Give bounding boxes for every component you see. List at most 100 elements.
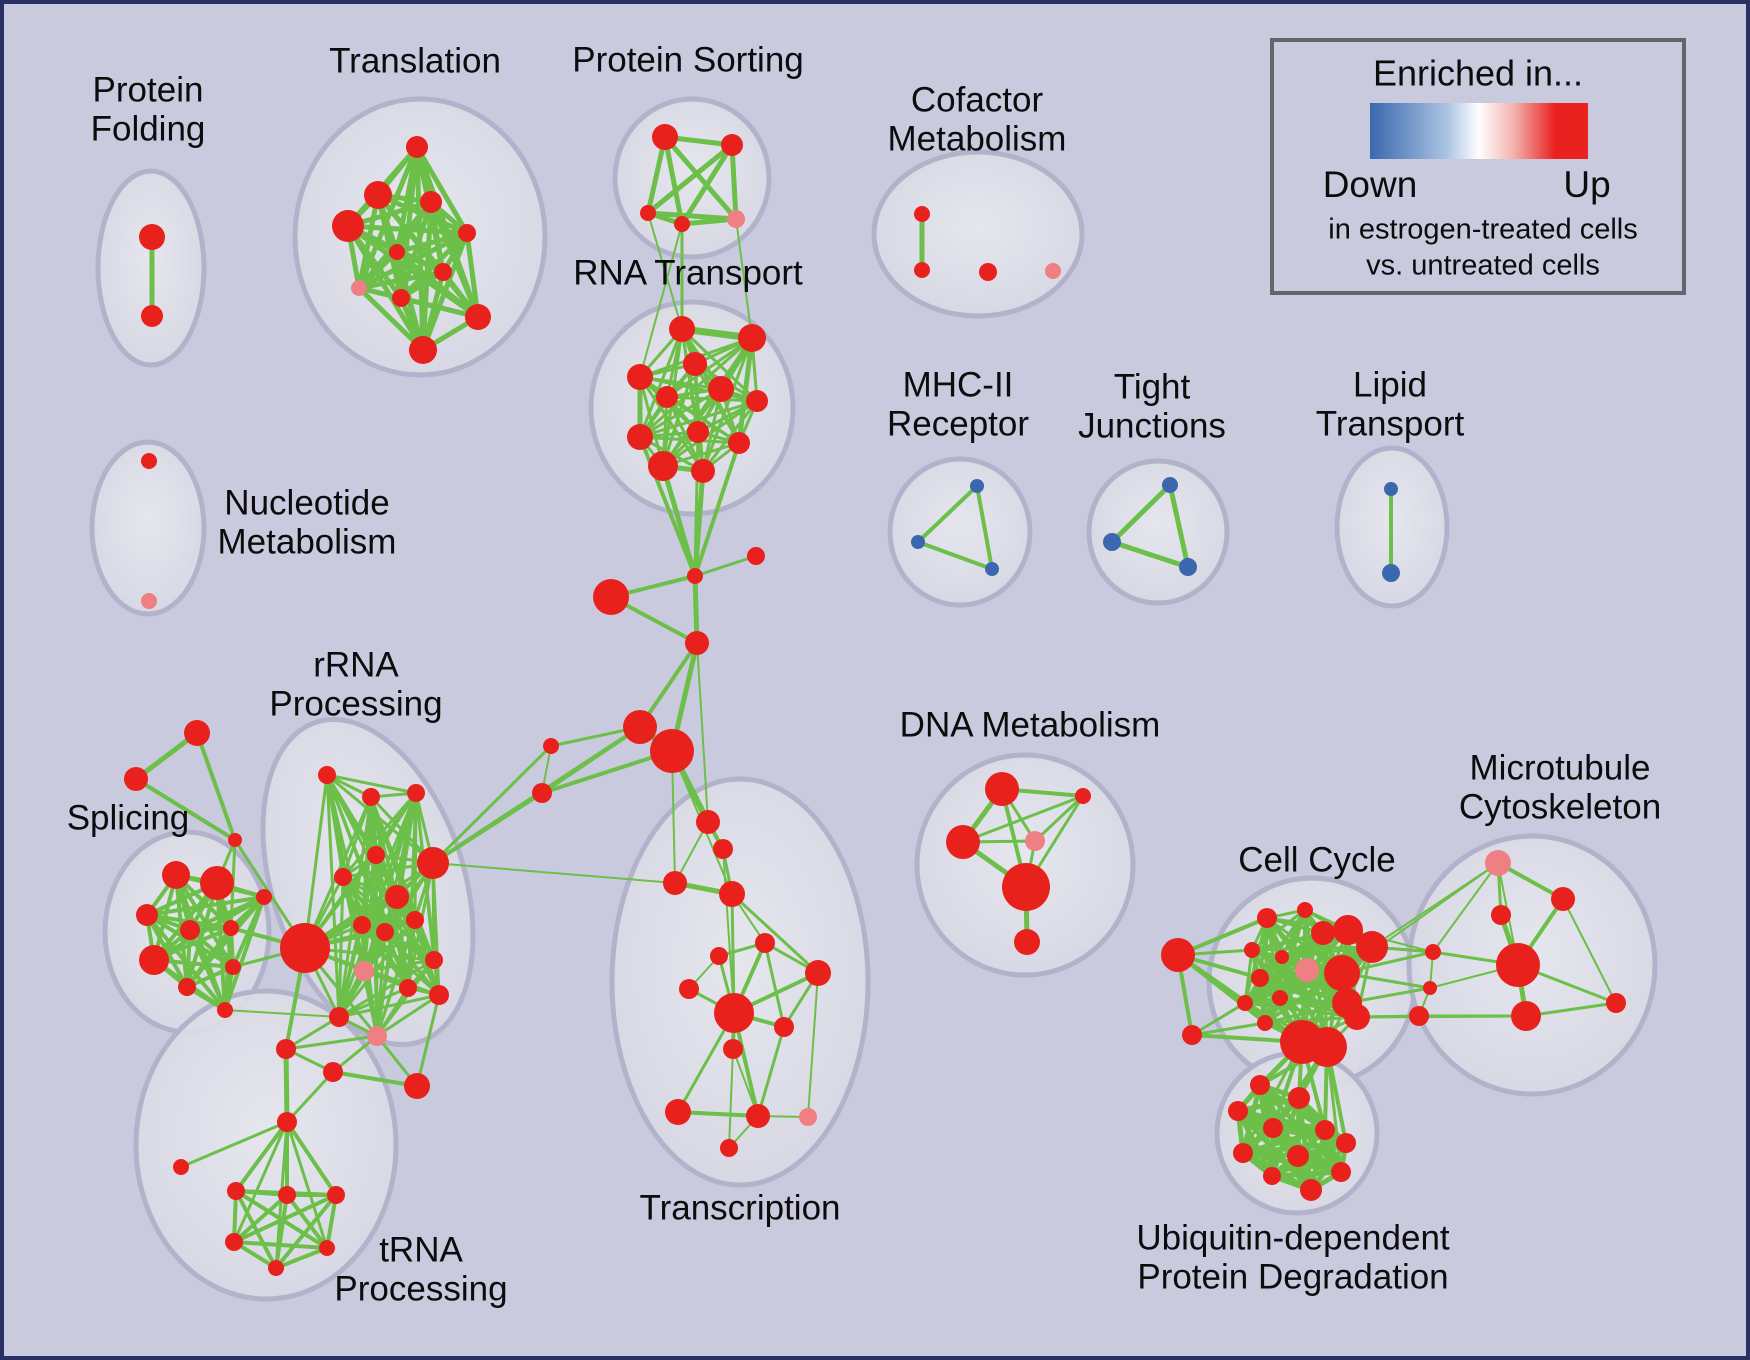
gene-set-node-t5 [458,224,476,242]
gene-set-node-cc15 [1324,955,1360,991]
gene-set-node-sp5 [223,920,239,936]
edge [303,773,329,950]
edge [639,223,683,378]
cluster-label-rrna-processing: Processing [269,684,442,723]
edge [679,142,735,227]
gene-set-node-t3 [420,191,442,213]
edge [638,399,759,439]
cluster-label-mhc-ii-receptor: Receptor [887,404,1029,443]
gene-set-node-m2 [911,535,925,549]
edge [274,1246,329,1270]
gene-set-node-cc6 [1333,915,1363,945]
gene-set-node-cf2 [914,262,930,278]
cluster-label-mhc-ii-receptor: MHC-II [903,365,1014,404]
gene-set-node-ub11 [1300,1179,1322,1201]
edge [662,134,685,227]
edge [701,387,723,473]
gene-set-node-rt8 [687,421,709,443]
edge [693,430,700,578]
gene-set-node-cc11 [1251,969,1269,987]
cluster-label-cell-cycle: Cell Cycle [1238,840,1396,879]
legend-subtitle-line1: in estrogen-treated cells [1328,214,1638,246]
gene-set-node-cf4 [1045,263,1061,279]
gene-set-node-r13 [429,985,449,1005]
gene-set-node-tx3 [663,871,687,895]
cluster-label-translation: Translation [329,41,501,80]
gene-set-node-sp7 [178,978,196,996]
edge [398,295,481,320]
gene-set-node-sp8 [225,959,241,975]
edge [337,958,436,1019]
edge [232,1240,329,1250]
edge [961,794,1085,844]
edge [284,1034,379,1051]
edge [232,1193,289,1244]
cluster-label-microtubule-cytoskeleton: Microtubule [1470,748,1651,787]
gene-set-node-r11 [354,961,374,981]
gene-set-node-hub3 [685,631,709,655]
edge [284,1015,341,1051]
gene-set-node-rt10 [728,432,750,454]
gene-set-node-mid2 [747,547,765,565]
gene-set-node-rt6 [708,376,734,402]
gene-set-node-tc3 [327,1186,345,1204]
gene-set-node-dm2 [1075,788,1091,804]
gene-set-node-tleft [173,1159,189,1175]
edge [638,375,705,473]
cluster-ellipse-nucleotide-metabolism [89,439,207,617]
edge [696,642,709,823]
legend-title: Enriched in... [1373,53,1583,94]
gene-set-node-sp4 [180,920,200,940]
gene-set-node-cn1 [228,833,242,847]
gene-set-node-mt3 [1491,905,1511,925]
edge [1033,794,1085,843]
gene-set-node-ub9 [1331,1162,1351,1182]
edge [1325,1045,1343,1174]
edge [736,335,755,446]
gene-set-node-r6 [334,868,352,886]
gene-set-node-tx12 [665,1099,691,1125]
cluster-label-tight-junctions: Tight [1114,367,1191,406]
edge [662,134,739,222]
edge [356,249,400,291]
gene-set-node-ub4 [1263,1118,1283,1138]
edge [1524,1001,1618,1018]
gene-set-node-t4 [332,210,364,242]
cluster-label-splicing: Splicing [67,798,190,837]
edge [660,463,698,579]
cluster-label-nucleotide-metabolism: Metabolism [218,522,397,561]
edge [375,993,441,1038]
edge [185,895,266,989]
gene-set-node-rt3 [683,352,707,376]
edge [1432,862,1499,953]
edge [722,848,735,1014]
edge [232,1120,289,1244]
gene-set-node-cc9 [1275,950,1289,964]
cluster-ellipse-cofactor-metabolism [871,149,1085,319]
gene-set-node-ps3 [640,205,656,221]
gene-set-node-cc13 [1272,990,1288,1006]
gene-set-node-tj2 [1103,533,1121,551]
gene-set-node-lp1 [1384,482,1398,496]
gene-set-node-rt2 [738,324,766,352]
edge [152,895,266,962]
edge [234,1189,278,1270]
edge [345,223,470,236]
gene-set-node-rbig [280,923,330,973]
gene-set-node-t11 [409,336,437,364]
gene-set-node-r12 [425,951,443,969]
edge [337,993,441,1019]
edge [134,777,237,842]
gene-set-node-t7 [434,263,452,281]
edge [638,435,741,445]
gene-set-node-r10 [376,923,394,941]
gene-set-node-r15 [329,1007,349,1027]
edge [728,1048,734,1149]
gene-set-node-r14 [399,979,417,997]
edge [223,895,266,1012]
edge [283,1046,290,1125]
cluster-label-ubiquitin-degradation: Protein Degradation [1137,1257,1448,1296]
gene-set-node-L1 [543,738,559,754]
